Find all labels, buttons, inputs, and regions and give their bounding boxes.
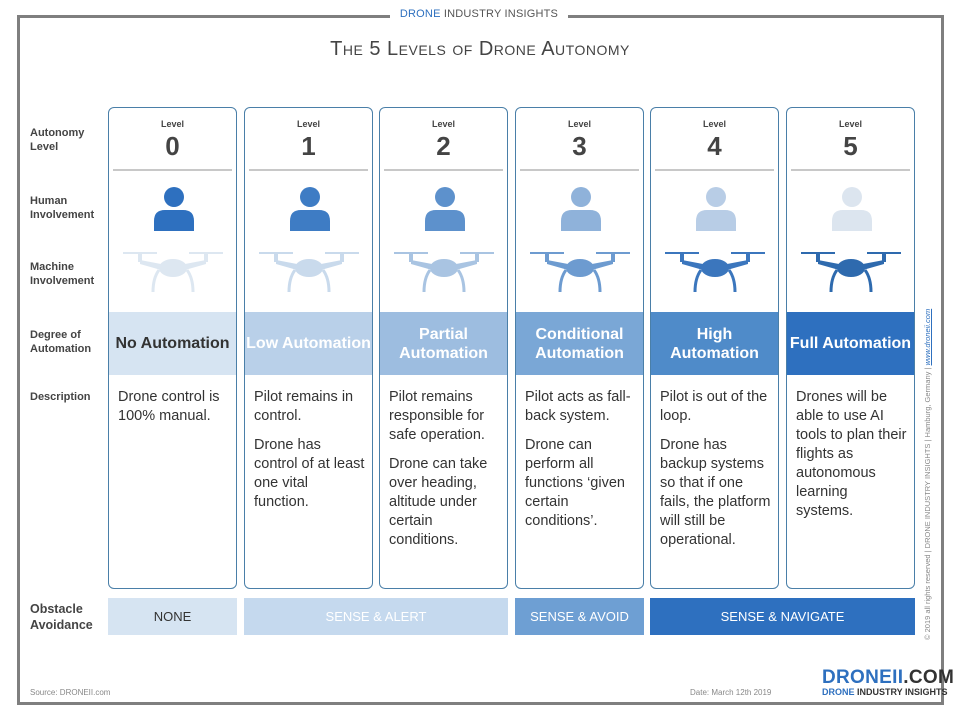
description-paragraph: Drone has backup systems so that if one … bbox=[660, 437, 771, 548]
page-title: The 5 Levels of Drone Autonomy bbox=[330, 38, 630, 60]
automation-degree: No Automation bbox=[109, 312, 236, 375]
drone-icon bbox=[801, 252, 901, 293]
logo-c: DRONE bbox=[822, 687, 855, 697]
description-paragraph: Drone has control of at least one vital … bbox=[254, 437, 365, 510]
level-header: Level 0 bbox=[113, 108, 232, 171]
level-number: 0 bbox=[165, 131, 180, 161]
level-header: Level 1 bbox=[249, 108, 368, 171]
description: Pilot remains in control. Drone has contr… bbox=[254, 388, 366, 522]
obstacle-avoidance-band: SENSE & AVOID bbox=[515, 598, 644, 635]
description-paragraph: Drone can take over heading, altitude un… bbox=[389, 456, 488, 548]
logo-d: INDUSTRY INSIGHTS bbox=[854, 687, 948, 697]
source-text: Source: DRONEII.com bbox=[30, 688, 111, 697]
automation-degree: High Automation bbox=[651, 312, 778, 375]
level-word: Level bbox=[567, 119, 591, 129]
description: Pilot is out of the loop. Drone has backu… bbox=[660, 388, 772, 560]
person-icon bbox=[561, 187, 601, 231]
obstacle-avoidance-band: NONE bbox=[108, 598, 237, 635]
drone-icon bbox=[394, 252, 494, 293]
obstacle-avoidance-band: SENSE & NAVIGATE bbox=[650, 598, 915, 635]
level-number: 5 bbox=[843, 131, 858, 161]
level-column-4: Level 4 High Automation Pilot is out of t… bbox=[650, 107, 779, 589]
drone-icon bbox=[530, 252, 630, 293]
website-link[interactable]: www.droneii.com bbox=[923, 308, 932, 366]
level-column-3: Level 3 Conditional Automation Pilot acts… bbox=[515, 107, 644, 589]
row-label-description: Description bbox=[30, 391, 91, 403]
description-paragraph: Pilot acts as fall-back system. bbox=[525, 389, 631, 424]
logo-b: .COM bbox=[903, 667, 955, 688]
level-column-2: Level 2 Partial Automation Pilot remains … bbox=[379, 107, 508, 589]
description-paragraph: Pilot is out of the loop. bbox=[660, 389, 768, 424]
side-copyright: © 2019 all rights reserved | DRONE INDUS… bbox=[923, 309, 932, 640]
obstacle-avoidance-band: SENSE & ALERT bbox=[244, 598, 508, 635]
row-label-human: Human Involvement bbox=[30, 195, 95, 221]
person-icon bbox=[832, 187, 872, 231]
level-column-5: Level 5 Full Automation Drones will be ab… bbox=[786, 107, 915, 589]
header-brand: DRONE INDUSTRY INSIGHTS bbox=[390, 8, 568, 20]
logo-tagline: DRONE INDUSTRY INSIGHTS bbox=[822, 687, 948, 697]
level-header: Level 3 bbox=[520, 108, 639, 171]
description-paragraph: Drone control is 100% manual. bbox=[118, 389, 220, 424]
description-paragraph: Drones will be able to use AI tools to p… bbox=[796, 389, 907, 519]
automation-degree: Full Automation bbox=[787, 312, 914, 375]
level-column-1: Level 1 Low Automation Pilot remains in c… bbox=[244, 107, 373, 589]
automation-degree: Conditional Automation bbox=[516, 312, 643, 375]
level-word: Level bbox=[431, 119, 455, 129]
level-number: 3 bbox=[572, 131, 587, 161]
date-text: Date: March 12th 2019 bbox=[690, 688, 772, 697]
brand-rest: INDUSTRY INSIGHTS bbox=[440, 8, 559, 20]
logo-a: DRONEII bbox=[822, 667, 904, 688]
level-header: Level 2 bbox=[384, 108, 503, 171]
description-paragraph: Drone can perform all functions ‘given c… bbox=[525, 437, 625, 529]
level-word: Level bbox=[296, 119, 320, 129]
level-header: Level 5 bbox=[791, 108, 910, 171]
description: Pilot acts as fall-back system. Drone can… bbox=[525, 388, 637, 541]
copyright-text: © 2019 all rights reserved | DRONE INDUS… bbox=[923, 365, 932, 640]
level-word: Level bbox=[702, 119, 726, 129]
logo: DRONEII.COM bbox=[822, 667, 954, 689]
description-paragraph: Pilot remains in control. bbox=[254, 389, 354, 424]
drone-icon bbox=[259, 252, 359, 293]
person-icon bbox=[696, 187, 736, 231]
level-word: Level bbox=[838, 119, 862, 129]
row-label-obstacle: Obstacle Avoidance bbox=[30, 602, 93, 632]
automation-degree: Low Automation bbox=[245, 312, 372, 375]
level-number: 4 bbox=[707, 131, 722, 161]
description: Pilot remains responsible for safe opera… bbox=[389, 388, 501, 560]
description-paragraph: Pilot remains responsible for safe opera… bbox=[389, 389, 485, 443]
level-header: Level 4 bbox=[655, 108, 774, 171]
brand-drone: DRONE bbox=[399, 8, 441, 20]
level-number: 1 bbox=[301, 131, 316, 161]
automation-degree: Partial Automation bbox=[380, 312, 507, 375]
description: Drones will be able to use AI tools to p… bbox=[796, 388, 908, 531]
row-label-machine: Machine Involvement bbox=[30, 261, 95, 287]
drone-icon bbox=[665, 252, 765, 293]
row-label-degree: Degree of Automation bbox=[30, 329, 92, 355]
person-icon bbox=[154, 187, 194, 231]
description: Drone control is 100% manual. bbox=[118, 388, 230, 436]
drone-icon bbox=[123, 252, 223, 293]
level-word: Level bbox=[160, 119, 184, 129]
row-label-autonomy: Autonomy Level bbox=[30, 127, 85, 153]
person-icon bbox=[290, 187, 330, 231]
level-number: 2 bbox=[436, 131, 451, 161]
person-icon bbox=[425, 187, 465, 231]
level-column-0: Level 0 No Automation Drone control is 10… bbox=[108, 107, 237, 589]
